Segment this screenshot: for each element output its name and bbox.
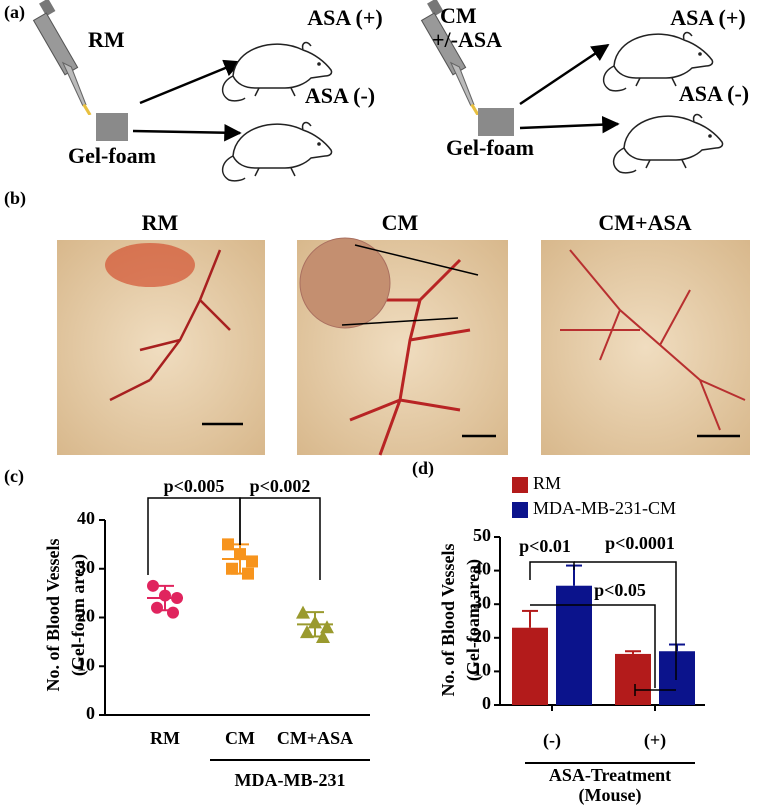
y-axis-title: (Gel-foam area) xyxy=(68,554,89,676)
legend-label: RM xyxy=(533,473,561,493)
panel-label: (c) xyxy=(4,466,24,487)
panel-b: (b) RM CM CM+ASA xyxy=(4,188,750,456)
data-point xyxy=(226,562,238,575)
y-tick-label: 10 xyxy=(77,654,95,674)
y-tick-label: 40 xyxy=(473,559,491,579)
panel-label: (d) xyxy=(412,458,434,479)
data-point xyxy=(167,606,179,619)
x-tick-label: RM xyxy=(150,728,180,748)
y-axis-title: No. of Blood Vessels xyxy=(43,538,63,691)
image-title: RM xyxy=(142,210,179,235)
data-point xyxy=(147,579,159,592)
arrow xyxy=(139,59,242,105)
bar xyxy=(659,651,695,705)
bar xyxy=(556,585,592,705)
legend-swatch xyxy=(512,502,528,518)
x-axis-title: ASA-Treatment xyxy=(549,765,671,785)
bar xyxy=(615,653,651,705)
image-title: CM xyxy=(382,210,419,235)
bar xyxy=(512,627,548,705)
data-point xyxy=(222,538,234,551)
y-tick-label: 20 xyxy=(77,606,95,626)
pipette xyxy=(31,0,92,115)
significance-bracket xyxy=(529,561,575,580)
data-point xyxy=(320,620,334,634)
mouse xyxy=(612,113,724,174)
y-axis-title: No. of Blood Vessels xyxy=(438,543,458,696)
data-point xyxy=(246,555,258,568)
x-tick-label: CM+ASA xyxy=(277,728,353,748)
outcome-label: ASA (-) xyxy=(305,83,375,108)
tissue-label: Gel-foam xyxy=(68,143,156,168)
significance-bracket xyxy=(574,561,677,680)
x-tick-label: CM xyxy=(225,728,255,748)
arrow xyxy=(132,123,242,142)
photo xyxy=(297,237,508,456)
significance-bracket xyxy=(239,497,321,580)
panel-label: (b) xyxy=(4,188,26,209)
y-axis-title: (Gel-foam area) xyxy=(463,559,484,681)
mouse xyxy=(221,121,333,182)
significance-label: p<0.01 xyxy=(519,536,571,556)
panel-a: (a) RM Gel-foam ASA (+) ASA (-) CM +/-AS… xyxy=(4,0,749,182)
significance-label: p<0.0001 xyxy=(605,533,675,553)
image-title: CM+ASA xyxy=(598,210,691,235)
source-label: RM xyxy=(88,27,125,52)
significance-label: p<0.002 xyxy=(250,476,311,496)
panel-c: (c) No. of Blood Vessels (Gel-foam area) 0 1… xyxy=(4,466,370,790)
y-tick-label: 0 xyxy=(482,693,491,713)
outcome-label: ASA (-) xyxy=(679,81,749,106)
significance-label: p<0.005 xyxy=(164,476,225,496)
photo xyxy=(57,240,265,455)
source-label: CM xyxy=(440,3,477,28)
source-label: +/-ASA xyxy=(432,27,502,52)
data-point xyxy=(296,605,310,619)
x-tick-label: (-) xyxy=(543,730,561,751)
data-point xyxy=(151,601,163,614)
legend-label: MDA-MB-231-CM xyxy=(533,498,676,518)
y-tick-label: 10 xyxy=(473,660,491,680)
gel-foam xyxy=(96,113,128,141)
legend-swatch xyxy=(512,477,528,493)
arrow xyxy=(519,43,610,106)
x-axis-title: (Mouse) xyxy=(579,785,642,806)
gel-foam xyxy=(478,108,514,136)
y-tick-label: 0 xyxy=(86,703,95,723)
outcome-label: ASA (+) xyxy=(307,5,383,30)
y-tick-label: 50 xyxy=(473,525,491,545)
y-tick-label: 30 xyxy=(77,557,95,577)
data-point xyxy=(300,625,314,639)
panel-d: (d) No. of Blood Vessels (Gel-foam area) 0 1… xyxy=(412,458,705,806)
significance-bracket xyxy=(530,604,656,688)
outcome-label: ASA (+) xyxy=(670,5,746,30)
photo xyxy=(541,240,750,455)
y-tick-label: 20 xyxy=(473,626,491,646)
arrow xyxy=(519,115,620,134)
y-tick-label: 30 xyxy=(473,592,491,612)
y-tick-label: 40 xyxy=(77,508,95,528)
x-tick-label: (+) xyxy=(644,730,666,751)
significance-label: p<0.05 xyxy=(594,580,646,600)
panel-label: (a) xyxy=(4,2,25,23)
tissue-label: Gel-foam xyxy=(446,135,534,160)
group-label: MDA-MB-231 xyxy=(235,770,346,790)
